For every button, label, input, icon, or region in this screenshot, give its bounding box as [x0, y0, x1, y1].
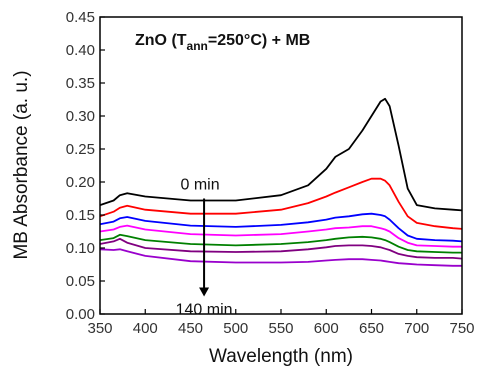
series-line-2 — [99, 177, 463, 230]
series-line-5 — [99, 233, 462, 254]
annotation-layer: 0 min 140 min — [176, 177, 233, 319]
x-tick-label-1: 400 — [133, 320, 158, 337]
series-line-6 — [99, 237, 463, 260]
series-layer — [99, 97, 463, 267]
y-tick-label-4: 0.20 — [66, 174, 95, 191]
y-tick-label-9: 0.45 — [66, 9, 95, 26]
x-tick-label-2: 450 — [178, 320, 203, 337]
time-arrow-head — [199, 287, 210, 297]
end-time-label: 140 min — [176, 302, 233, 319]
y-tick-label-2: 0.10 — [66, 240, 95, 257]
x-tick-label-8: 750 — [449, 320, 474, 337]
x-tick-label-6: 650 — [359, 320, 384, 337]
title-suffix: =250°C) + MB — [208, 32, 310, 49]
series-line-1 — [99, 97, 463, 212]
title-subscript: ann — [187, 39, 208, 53]
y-tick-label-3: 0.15 — [66, 207, 95, 224]
y-tick-label-6: 0.30 — [66, 108, 95, 125]
x-tick-label-0: 350 — [87, 320, 112, 337]
chart-title: ZnO (Tann=250°C) + MB — [135, 32, 310, 53]
series-line-4 — [99, 224, 462, 248]
series-line-3 — [99, 212, 463, 243]
ticks-layer: 350 400 450 500 550 600 650 700 750 0.00 0.05 0.10 0… — [66, 9, 475, 337]
x-tick-label-4: 550 — [268, 320, 293, 337]
y-tick-label-7: 0.35 — [66, 75, 95, 92]
y-tick-label-5: 0.25 — [66, 141, 95, 158]
x-axis-title: Wavelength (nm) — [209, 346, 353, 367]
y-tick-label-0: 0.00 — [66, 306, 95, 323]
start-time-label: 0 min — [181, 177, 220, 194]
title-prefix: ZnO (T — [135, 32, 187, 49]
x-tick-label-7: 700 — [404, 320, 429, 337]
plot-frame — [99, 16, 463, 315]
series-line-7 — [99, 248, 462, 267]
x-tick-label-5: 600 — [314, 320, 339, 337]
y-tick-label-8: 0.40 — [66, 42, 95, 59]
y-tick-label-1: 0.05 — [66, 273, 95, 290]
x-tick-label-3: 500 — [223, 320, 248, 337]
y-axis-title: MB Absorbance (a. u.) — [11, 70, 32, 259]
